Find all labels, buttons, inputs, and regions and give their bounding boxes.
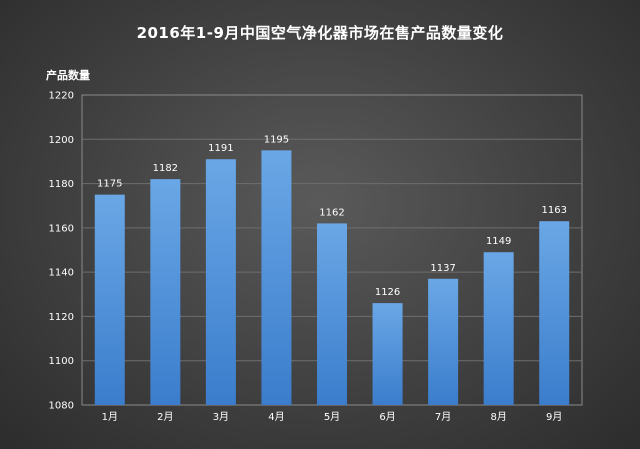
x-tick-label: 8月 [490, 411, 506, 423]
x-tick-label: 4月 [268, 411, 284, 423]
x-tick-label: 7月 [435, 411, 451, 423]
y-tick-label: 1220 [49, 91, 74, 102]
x-tick-label: 1月 [102, 411, 118, 423]
data-label: 1126 [375, 287, 400, 298]
data-label: 1163 [541, 205, 566, 216]
data-label: 1191 [208, 143, 233, 154]
y-tick-label: 1100 [49, 356, 74, 367]
y-tick-label: 1140 [49, 268, 74, 279]
bar [261, 150, 292, 405]
data-label: 1182 [153, 163, 178, 174]
y-tick-label: 1160 [49, 223, 74, 234]
y-tick-label: 1080 [49, 401, 74, 412]
data-label: 1162 [319, 207, 344, 218]
y-tick-label: 1200 [49, 135, 74, 146]
x-tick-label: 3月 [213, 411, 229, 423]
y-tick-label: 1120 [49, 312, 74, 323]
bar [317, 223, 347, 405]
bar [372, 303, 403, 405]
x-tick-label: 5月 [324, 411, 340, 423]
data-label: 1175 [97, 179, 122, 190]
bar [94, 194, 125, 405]
bar [205, 159, 236, 405]
data-label: 1137 [430, 263, 455, 274]
y-tick-label: 1180 [49, 179, 74, 190]
bar [483, 252, 514, 405]
x-tick-label: 9月 [546, 411, 562, 423]
x-tick-label: 6月 [379, 411, 395, 423]
bar [428, 278, 459, 405]
data-label: 1149 [486, 236, 511, 247]
data-label: 1195 [264, 134, 289, 145]
bar [539, 221, 570, 405]
y-axis-title: 产品数量 [46, 69, 90, 82]
x-tick-label: 2月 [157, 411, 173, 423]
bar [150, 179, 181, 405]
chart-title: 2016年1-9月中国空气净化器市场在售产品数量变化 [136, 24, 504, 42]
